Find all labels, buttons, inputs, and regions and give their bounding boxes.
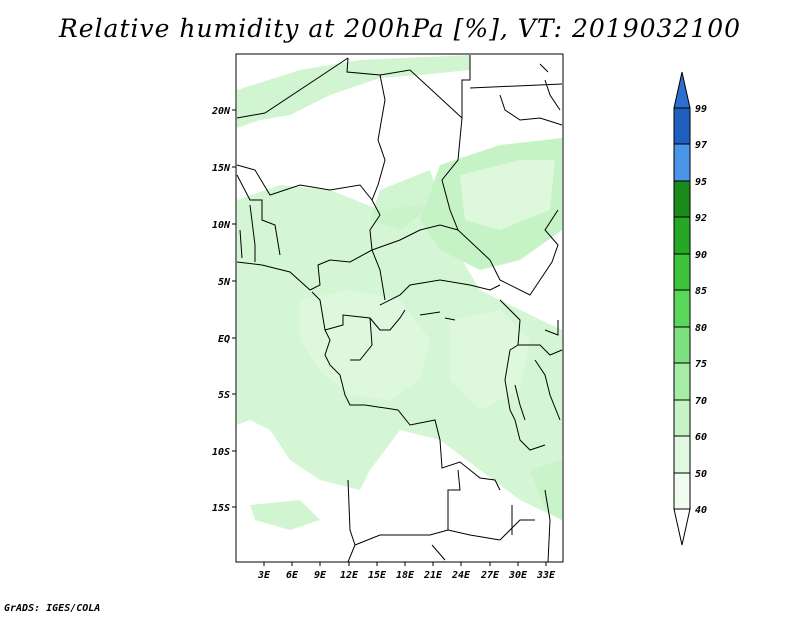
colorbar-label: 92 (695, 213, 707, 224)
colorbar-segment (673, 143, 691, 182)
colorbar-bottom-arrow (673, 508, 691, 546)
lat-label: 10S (212, 447, 230, 458)
lat-label: 5N (218, 277, 231, 288)
colorbar-top-arrow (673, 71, 691, 109)
lat-label: 15N (212, 163, 231, 174)
colorbar-label: 70 (695, 396, 707, 407)
lat-label: 5S (218, 390, 230, 401)
lat-label: EQ (218, 334, 230, 345)
lat-label: 10N (212, 220, 231, 231)
chart-title: Relative humidity at 200hPa [%], VT: 201… (58, 14, 742, 43)
grads-credit: GrADS: IGES/COLA (4, 603, 101, 614)
lon-label: 9E (314, 570, 327, 581)
lon-label: 30E (508, 570, 528, 581)
colorbar-label: 75 (695, 359, 707, 370)
lon-label: 18E (396, 570, 415, 581)
lon-label: 27E (480, 570, 500, 581)
colorbar-label: 97 (695, 140, 707, 151)
colorbar-label: 80 (695, 323, 707, 334)
colorbar-label: 50 (695, 469, 707, 480)
lon-label: 3E (257, 570, 271, 581)
humidity-shading (237, 55, 562, 530)
colorbar-segment (673, 180, 691, 218)
lat-axis: 20N 15N 10N 5N EQ 5S 10S 15S (211, 106, 236, 514)
colorbar-segment (673, 289, 691, 328)
colorbar-label: 60 (695, 432, 707, 443)
lon-label: 6E (286, 570, 299, 581)
colorbar-label: 85 (695, 286, 707, 297)
colorbar-segment (673, 107, 691, 145)
colorbar-segment (673, 326, 691, 364)
colorbar-label: 40 (695, 505, 707, 516)
lon-axis: 3E 6E 9E 12E 15E 18E 21E 24E 27E 30E 33E (257, 562, 556, 581)
map-frame (235, 53, 564, 563)
colorbar-label: 99 (695, 104, 707, 115)
colorbar-segment (673, 399, 691, 437)
lon-label: 33E (536, 570, 556, 581)
colorbar-label: 90 (695, 250, 707, 261)
colorbar-segment (673, 216, 691, 255)
colorbar: 99 97 95 92 90 85 80 75 70 60 50 40 (673, 71, 707, 546)
lat-label: 15S (212, 503, 230, 514)
country-borders (236, 55, 563, 562)
colorbar-segment (673, 472, 691, 510)
lon-label: 12E (340, 570, 359, 581)
colorbar-segment (673, 362, 691, 401)
lon-label: 24E (451, 570, 471, 581)
colorbar-label: 95 (695, 177, 707, 188)
colorbar-segment (673, 435, 691, 474)
lon-label: 21E (423, 570, 443, 581)
colorbar-segment (673, 253, 691, 291)
lat-label: 20N (211, 106, 231, 117)
lon-label: 15E (368, 570, 387, 581)
